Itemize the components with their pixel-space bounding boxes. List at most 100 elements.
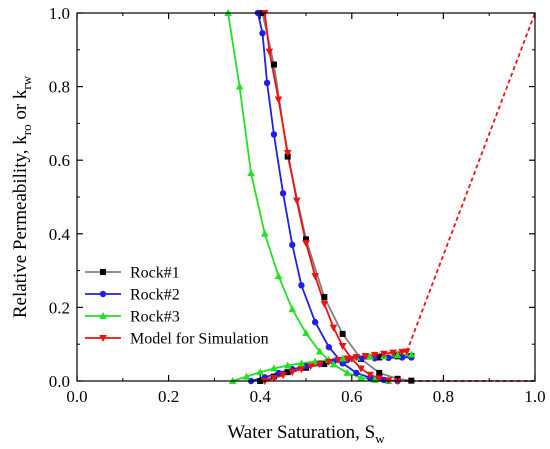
model-for-simulation-krw-point [288, 369, 297, 377]
model-for-simulation-krw-point [380, 350, 388, 358]
rock-1-krw-point [321, 361, 328, 368]
legend-marker [100, 269, 106, 275]
rock-2-krw-point [357, 355, 365, 363]
x-tick-label: 0.0 [66, 387, 87, 406]
model-for-simulation-kro-point [265, 48, 274, 56]
rock-3-krw-point [366, 352, 374, 360]
rock-3-kro-point [274, 272, 283, 280]
legend-marker [99, 290, 107, 298]
rock-3-kro-point [329, 360, 338, 368]
rock-3-kro-point [288, 305, 297, 313]
model-for-simulation-kro-point [302, 240, 310, 247]
rock-2-kro-point [270, 131, 278, 138]
rock-3-krw-point [407, 350, 416, 358]
model-for-simulation-krw-point [389, 349, 397, 357]
rock-2-kro-point [298, 282, 305, 289]
rock-3-krw-point [270, 364, 278, 372]
model-for-simulation-krw-point [343, 355, 352, 363]
rock-3-krw-point [297, 359, 306, 367]
model-for-simulation-kro-point [348, 355, 356, 363]
model-for-simulation-krw-point [361, 352, 370, 360]
rock-3-krw-point [393, 351, 402, 359]
model-for-simulation-krw-point [402, 348, 411, 356]
y-tick-label: 0.4 [49, 225, 71, 244]
legend-marker [99, 312, 107, 319]
legend: Rock#1 Rock#2 Rock#3 Model for Simulation [85, 265, 269, 348]
y-axis-title: Relative Permeability, kro or krw [10, 75, 34, 318]
rock-2-kro-point [263, 79, 271, 87]
rock-2-kro-point [311, 318, 319, 326]
plot-frame [76, 12, 536, 382]
rock-3-kro-curve [227, 12, 389, 382]
rock-2-kro-point [339, 360, 346, 367]
x-tick-label: 1.0 [524, 387, 545, 406]
model-for-simulation-krw-point [334, 357, 342, 365]
model-for-simulation-krw-point [398, 348, 406, 356]
model-for-simulation-kro-point [274, 96, 283, 104]
rock-3-kro-point [343, 368, 352, 376]
rock-1-kro-point [303, 236, 309, 243]
x-tick-label: 0.6 [341, 387, 362, 406]
model-for-simulation-kro-point [320, 300, 329, 308]
model-for-simulation-krw-point [270, 375, 278, 383]
rock-3-kro-point [302, 329, 310, 337]
y-tick-label: 0.0 [49, 372, 70, 391]
x-axis-title: Water Saturation, Sw [227, 422, 385, 446]
rock-1-krw-point [376, 354, 383, 361]
rock-1-kro-curve [261, 12, 412, 382]
model-for-simulation-kro-point [293, 197, 301, 205]
legend-label: Rock#2 [130, 287, 180, 304]
model-for-simulation-krw-extension-line [405, 12, 536, 352]
plot-curves [227, 12, 536, 382]
x-tick-label: 0.4 [250, 387, 272, 406]
model-for-simulation-kro-point [357, 365, 365, 373]
rock-3-kro-point [247, 169, 255, 177]
model-for-simulation-kro-point [366, 371, 374, 379]
model-for-simulation-krw-point [352, 354, 361, 362]
rock-3-krw-point [256, 368, 264, 376]
legend-label: Rock#3 [130, 309, 180, 326]
rock-2-krw-point [398, 354, 406, 361]
legend-marker [99, 335, 107, 342]
x-tick-label: 0.8 [433, 387, 454, 406]
rock-3-krw-point [283, 361, 292, 369]
rock-2-kro-point [289, 241, 296, 249]
rock-2-kro-point [279, 190, 287, 197]
model-for-simulation-kro-point [375, 375, 384, 383]
model-for-simulation-krw-point [279, 372, 287, 380]
axis-ticks: 0.0 0.2 0.4 0.6 0.8 1.0 0.0 0.2 0.4 0.6 0.8 1.0 [49, 4, 546, 406]
model-for-simulation-kro-point [283, 149, 292, 157]
model-for-simulation-krw-point [325, 358, 333, 366]
rock-3-kro-point [235, 82, 244, 90]
model-for-simulation-krw-point [315, 361, 324, 369]
rock-3-kro-point [357, 373, 365, 381]
rock-2-kro-point [259, 30, 266, 37]
y-tick-label: 0.6 [49, 151, 70, 170]
y-tick-label: 0.2 [49, 298, 70, 317]
rock-1-kro-point [270, 61, 277, 68]
rock-2-kro-point [325, 343, 333, 351]
model-for-simulation-kro-point [338, 343, 347, 351]
rock-1-kro-point [321, 294, 328, 301]
model-for-simulation-kro-point [311, 273, 319, 281]
rock-3-krw-point [242, 372, 251, 380]
model-for-simulation-krw-point [370, 351, 379, 359]
legend-label: Rock#1 [130, 265, 180, 282]
rock-3-kro-point [260, 229, 269, 237]
rock-1-kro-point [376, 369, 383, 376]
rock-2-kro-curve [257, 12, 398, 382]
model-for-simulation-kro-point [329, 324, 338, 332]
rock-3-kro-point [315, 347, 324, 355]
y-tick-label: 0.8 [49, 78, 70, 97]
model-for-simulation-krw-point [306, 363, 315, 371]
x-tick-label: 0.2 [158, 387, 179, 406]
model-for-simulation-krw-point [297, 366, 306, 374]
rock-2-krw-point [385, 354, 392, 362]
legend-label: Model for Simulation [130, 331, 269, 348]
rock-1-kro-point [339, 330, 346, 337]
rock-3-krw-point [338, 354, 347, 362]
rock-2-kro-point [353, 369, 360, 377]
rock-1-krw-point [284, 369, 291, 376]
y-tick-label: 1.0 [49, 4, 70, 23]
